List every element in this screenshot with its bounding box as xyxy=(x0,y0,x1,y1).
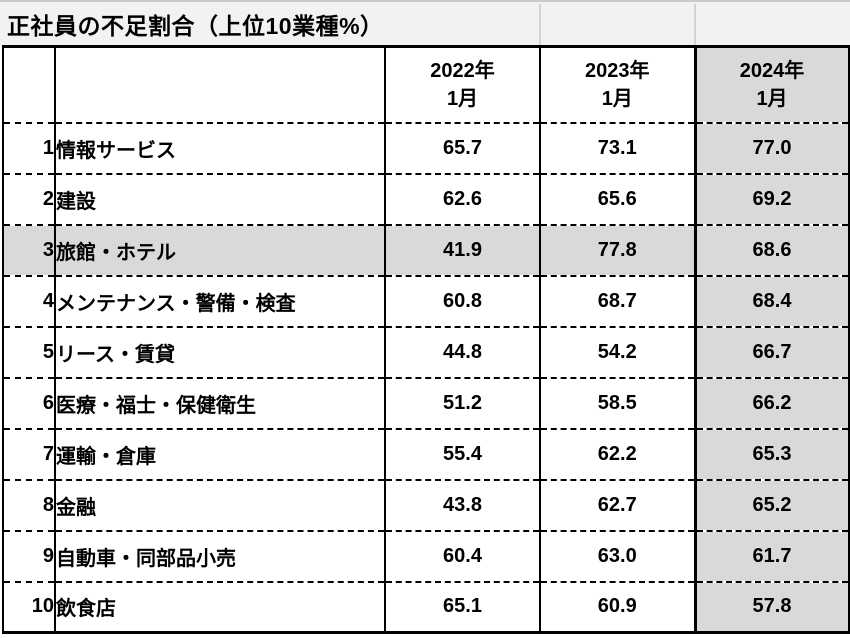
rank-cell: 4 xyxy=(3,275,56,328)
value-cell-2022: 62.6 xyxy=(385,173,541,226)
value-cell-2024: 66.2 xyxy=(693,377,850,430)
value-cell-2024: 66.7 xyxy=(693,326,850,379)
rank-cell: 9 xyxy=(3,530,56,583)
rank-cell: 5 xyxy=(3,326,56,379)
table-row: 2 建設 62.6 65.6 69.2 xyxy=(3,173,850,226)
rank-cell: 10 xyxy=(3,581,56,634)
value-cell-2022: 60.8 xyxy=(385,275,541,328)
rank-cell: 6 xyxy=(3,377,56,430)
value-cell-2022: 55.4 xyxy=(385,428,541,481)
table-row: 4 メンテナンス・警備・検査 60.8 68.7 68.4 xyxy=(3,275,850,328)
col-header-month: 1月 xyxy=(446,87,479,110)
table-row: 8 金融 43.8 62.7 65.2 xyxy=(3,479,850,532)
table-row: 6 医療・福士・保健衛生 51.2 58.5 66.2 xyxy=(3,377,850,430)
value-cell-2022: 65.7 xyxy=(385,122,541,175)
value-cell-2023: 54.2 xyxy=(540,326,696,379)
table-row: 1 情報サービス 65.7 73.1 77.0 xyxy=(3,122,850,175)
rank-cell: 3 xyxy=(3,224,56,277)
industry-name-cell: 金融 xyxy=(55,479,386,532)
rank-cell: 1 xyxy=(3,122,56,175)
value-cell-2023: 62.2 xyxy=(540,428,696,481)
value-cell-2022: 65.1 xyxy=(385,581,541,634)
value-cell-2022: 51.2 xyxy=(385,377,541,430)
industry-name-cell: 医療・福士・保健衛生 xyxy=(55,377,386,430)
value-cell-2023: 65.6 xyxy=(540,173,696,226)
value-cell-2024: 69.2 xyxy=(693,173,850,226)
value-cell-2022: 43.8 xyxy=(385,479,541,532)
col-header-year: 2022年 xyxy=(430,59,495,82)
table-row: 9 自動車・同部品小売 60.4 63.0 61.7 xyxy=(3,530,850,583)
rank-cell: 8 xyxy=(3,479,56,532)
value-cell-2024: 68.4 xyxy=(693,275,850,328)
value-cell-2023: 77.8 xyxy=(540,224,696,277)
value-cell-2023: 62.7 xyxy=(540,479,696,532)
value-cell-2023: 73.1 xyxy=(540,122,696,175)
value-cell-2023: 68.7 xyxy=(540,275,696,328)
gridline-vertical xyxy=(694,4,696,45)
industry-name-cell: 建設 xyxy=(55,173,386,226)
header-blank-industry xyxy=(55,46,386,124)
rank-cell: 7 xyxy=(3,428,56,481)
col-header-2023: 2023年 1月 xyxy=(540,46,696,124)
col-header-month: 1月 xyxy=(601,87,633,110)
industry-name-cell: 旅館・ホテル xyxy=(55,224,386,277)
col-header-2024: 2024年 1月 xyxy=(693,46,850,124)
value-cell-2022: 60.4 xyxy=(385,530,541,583)
value-cell-2022: 44.8 xyxy=(385,326,541,379)
col-header-year: 2024年 xyxy=(739,59,805,82)
table-row: 7 運輸・倉庫 55.4 62.2 65.3 xyxy=(3,428,850,481)
value-cell-2023: 60.9 xyxy=(540,581,696,634)
page-title: 正社員の不足割合（上位10業種%） xyxy=(7,12,384,39)
value-cell-2024: 65.3 xyxy=(693,428,850,481)
value-cell-2023: 58.5 xyxy=(540,377,696,430)
industry-name-cell: リース・賃貸 xyxy=(55,326,386,379)
table-row: 10 飲食店 65.1 60.9 57.8 xyxy=(3,581,850,634)
shortage-table: 2022年 1月 2023年 1月 2024年 1月 1 情報サービス 65.7… xyxy=(2,45,850,634)
industry-name-cell: 情報サービス xyxy=(55,122,386,175)
value-cell-2024: 77.0 xyxy=(693,122,850,175)
table-row-highlighted: 3 旅館・ホテル 41.9 77.8 68.6 xyxy=(3,224,850,277)
title-bar: 正社員の不足割合（上位10業種%） xyxy=(0,0,850,45)
col-header-year: 2023年 xyxy=(585,59,650,82)
value-cell-2024: 57.8 xyxy=(693,581,850,634)
rank-cell: 2 xyxy=(3,173,56,226)
industry-name-cell: メンテナンス・警備・検査 xyxy=(55,275,386,328)
col-header-month: 1月 xyxy=(756,87,788,110)
value-cell-2024: 65.2 xyxy=(693,479,850,532)
value-cell-2022: 41.9 xyxy=(385,224,541,277)
header-blank-rank xyxy=(3,46,56,124)
industry-name-cell: 自動車・同部品小売 xyxy=(55,530,386,583)
col-header-2022: 2022年 1月 xyxy=(385,46,541,124)
value-cell-2024: 61.7 xyxy=(693,530,850,583)
table-row: 5 リース・賃貸 44.8 54.2 66.7 xyxy=(3,326,850,379)
header-row: 2022年 1月 2023年 1月 2024年 1月 xyxy=(3,46,850,124)
industry-name-cell: 運輸・倉庫 xyxy=(55,428,386,481)
industry-name-cell: 飲食店 xyxy=(55,581,386,634)
value-cell-2024: 68.6 xyxy=(693,224,850,277)
gridline-vertical xyxy=(539,4,541,45)
value-cell-2023: 63.0 xyxy=(540,530,696,583)
